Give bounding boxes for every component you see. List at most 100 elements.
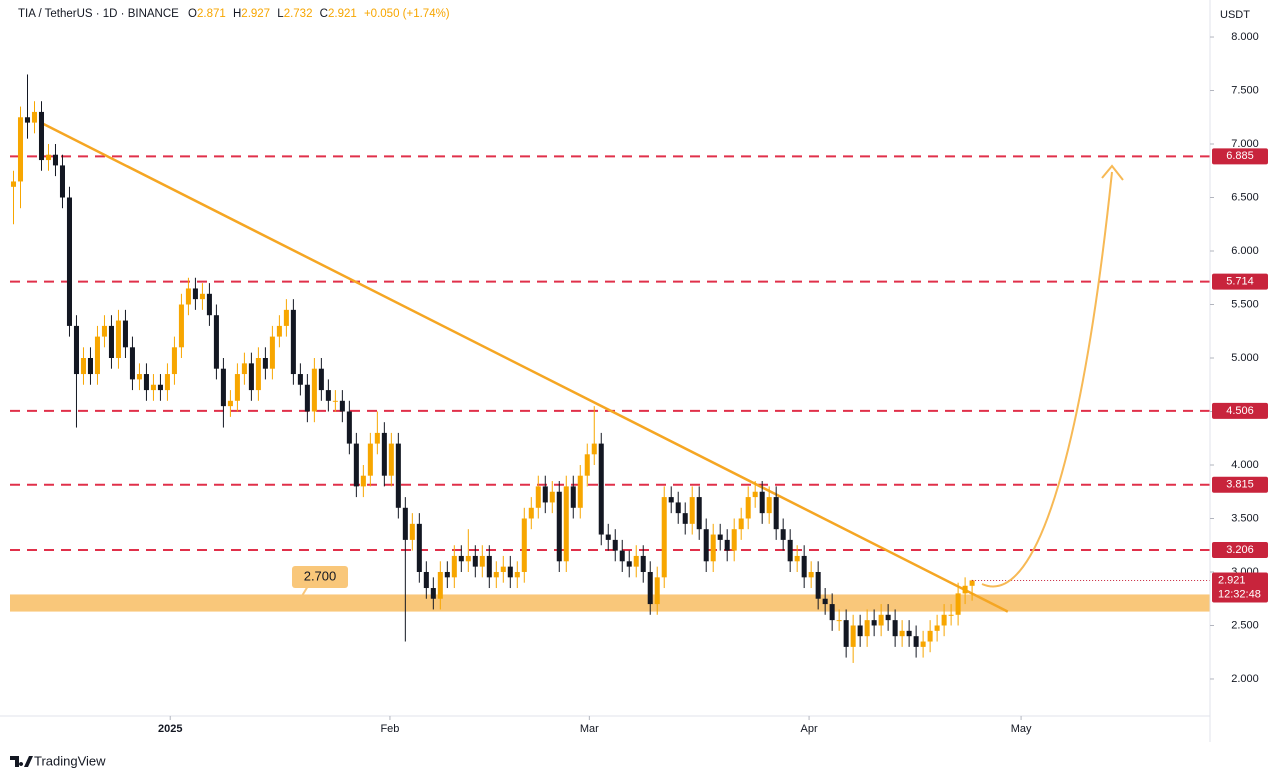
- level-label-box: [1212, 273, 1268, 290]
- candle-body: [472, 555, 478, 567]
- open-value: 2.871: [197, 8, 226, 20]
- candle-body: [514, 571, 520, 578]
- candle-body: [395, 443, 401, 508]
- candle-body: [717, 534, 723, 540]
- last-price-label: 2.921: [1218, 574, 1246, 586]
- y-tick-label: 3.500: [1231, 512, 1259, 524]
- candle-body: [59, 165, 65, 198]
- candle-body: [297, 374, 303, 385]
- x-tick-label: Feb: [380, 723, 399, 735]
- candle-body: [220, 368, 226, 407]
- candle-body: [213, 315, 219, 369]
- candle-body: [892, 620, 898, 637]
- support-zone: [10, 594, 1210, 612]
- candle-body: [829, 604, 835, 621]
- level-label-box: [1212, 148, 1268, 165]
- projection-arrowhead: [1101, 164, 1124, 181]
- candle-body: [759, 491, 765, 514]
- candle-body: [374, 432, 380, 444]
- candle-body: [591, 443, 597, 455]
- candle-body: [17, 117, 24, 182]
- candle-body: [689, 497, 695, 524]
- candle-body: [913, 636, 919, 647]
- candle-body: [136, 374, 142, 380]
- candle-body: [507, 566, 513, 578]
- x-tick-label: 2025: [158, 723, 182, 735]
- level-label-box: [1212, 541, 1268, 558]
- candle-body: [521, 518, 527, 572]
- candle-body: [668, 497, 674, 503]
- candle-body: [731, 529, 737, 551]
- candle-body: [164, 374, 170, 391]
- candle-body: [458, 555, 464, 562]
- candle-body: [171, 347, 177, 375]
- candle-body: [367, 443, 373, 476]
- candle-body: [878, 614, 884, 626]
- candle-body: [192, 288, 198, 300]
- y-tick-label: 5.500: [1231, 298, 1259, 310]
- candle-body: [647, 571, 653, 605]
- y-tick-label: 4.000: [1231, 459, 1259, 471]
- candle-body: [752, 491, 758, 498]
- candle-body: [185, 288, 191, 305]
- candle-body: [724, 539, 730, 551]
- candle-body: [45, 154, 52, 161]
- high-label: H: [233, 8, 241, 20]
- candle-body: [633, 555, 639, 567]
- axis-unit: USDT: [1220, 9, 1250, 21]
- candle-body: [941, 614, 947, 626]
- candle-body: [934, 625, 940, 631]
- candle-body: [808, 571, 814, 578]
- support-label-box: [292, 566, 348, 588]
- tradingview-logo: TradingView: [10, 753, 106, 768]
- candle-body: [108, 325, 114, 358]
- candle-body: [318, 368, 324, 391]
- candle-body: [570, 486, 576, 508]
- y-tick-label: 6.500: [1231, 191, 1259, 203]
- change-value: +0.050 (+1.74%): [364, 8, 450, 20]
- trendline: [40, 121, 1009, 613]
- close-label: C: [320, 8, 328, 20]
- candle-body: [269, 336, 275, 369]
- open-label: O: [188, 8, 197, 20]
- candle-body: [920, 641, 926, 647]
- candle-body: [157, 384, 163, 391]
- candle-body: [885, 614, 891, 621]
- candle-body: [584, 454, 590, 476]
- candle-body: [444, 571, 450, 578]
- candle-body: [262, 358, 268, 369]
- candle-body: [486, 555, 492, 578]
- x-tick-label: Apr: [801, 723, 818, 735]
- candle-body: [122, 320, 128, 348]
- candle-body: [794, 555, 800, 562]
- candle-body: [38, 111, 45, 161]
- candle-body: [276, 325, 282, 337]
- candle-body: [626, 561, 632, 567]
- candle-body: [388, 443, 394, 476]
- candle-body: [556, 491, 562, 562]
- chart-header: TIA / TetherUS · 1D · BINANCE O2.871 H2.…: [18, 8, 450, 20]
- candle-body: [150, 384, 156, 391]
- candle-body: [101, 325, 107, 337]
- logo-mark: [10, 756, 33, 767]
- candle-body: [353, 443, 359, 487]
- level-label: 3.815: [1226, 479, 1254, 491]
- candle-body: [822, 598, 828, 605]
- candle-body: [661, 497, 667, 578]
- candle-body: [332, 400, 338, 402]
- candle-body: [493, 571, 499, 578]
- candle-body: [675, 502, 681, 514]
- candle-body: [850, 625, 856, 647]
- candle-body: [682, 513, 688, 524]
- symbol: TIA / TetherUS · 1D · BINANCE: [18, 8, 179, 20]
- y-tick-label: 2.000: [1231, 673, 1259, 685]
- candle-body: [10, 181, 17, 187]
- candle-body: [381, 432, 387, 476]
- candle-body: [766, 497, 772, 514]
- last-price-box: [1212, 572, 1268, 603]
- candle-body: [465, 555, 471, 562]
- y-tick-label: 2.500: [1231, 619, 1259, 631]
- candle-body: [360, 475, 366, 487]
- candle-body: [864, 620, 870, 637]
